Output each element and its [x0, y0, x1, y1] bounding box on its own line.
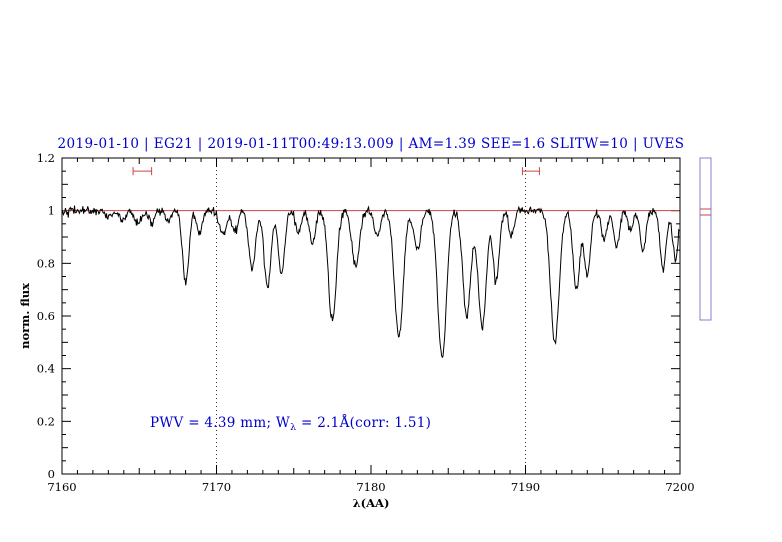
y-tick-label: 1.2	[37, 151, 55, 165]
pwv-annotation-prefix: PWV = 4.39 mm; W	[150, 415, 290, 431]
pwv-annotation-suffix: = 2.1Å(corr: 1.51)	[296, 415, 431, 431]
y-tick-label: 0	[48, 467, 55, 481]
y-tick-label: 1	[48, 204, 55, 218]
x-tick-label: 7190	[511, 480, 540, 494]
plot-frame	[61, 157, 681, 475]
y-tick-label: 0.6	[37, 309, 55, 323]
x-tick-label: 7170	[202, 480, 231, 494]
y-axis-label: norm. flux	[18, 283, 32, 349]
side-panel-box	[699, 157, 712, 321]
y-tick-label: 0.2	[37, 414, 55, 428]
telluric-range-markers	[132, 167, 540, 176]
side-panel	[699, 157, 712, 321]
x-axis-label: λ(AA)	[353, 496, 390, 510]
pwv-annotation-sub: λ	[290, 422, 296, 433]
y-tick-label: 0.8	[37, 256, 55, 270]
axis-tick-labels: 7160 7170 7180 7190 7200 0 0.2 0.4 0.6 0.8 1 1.2	[37, 151, 695, 494]
x-tick-label: 7200	[665, 480, 694, 494]
plot-title: 2019-01-10 | EG21 | 2019-01-11T00:49:13.…	[58, 136, 685, 152]
pwv-annotation: PWV = 4.39 mm; Wλ = 2.1Å(corr: 1.51)	[150, 415, 431, 433]
x-tick-label: 7180	[356, 480, 385, 494]
spectrum-curve	[61, 205, 680, 359]
x-tick-label: 7160	[47, 480, 76, 494]
y-tick-label: 0.4	[37, 362, 55, 376]
